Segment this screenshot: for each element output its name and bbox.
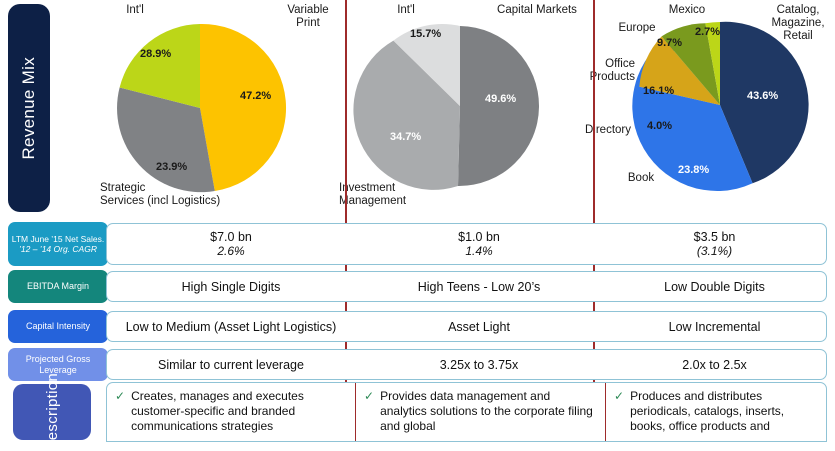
check-icon: ✓ <box>115 389 126 403</box>
description-text: Produces and distributes periodicals, ca… <box>630 389 785 433</box>
pie-value-book: 23.8% <box>678 164 710 176</box>
pie-label-mexico: Mexico <box>668 4 706 16</box>
cell-leverage-variable-print: Similar to current leverage <box>158 357 304 372</box>
cell-ebitda-print-services: Low Double Digits <box>664 279 765 294</box>
row-ebitda-margin: EBITDA Margin High Single Digits High Te… <box>8 270 827 303</box>
description-text: Provides data management and analytics s… <box>380 389 593 433</box>
cell-ebitda-financial-services: High Teens - Low 20’s <box>417 279 541 294</box>
pie-value-investment-management: 34.7% <box>390 131 422 143</box>
cell-leverage-print-services: 2.0x to 2.5x <box>682 357 747 372</box>
row-tag-capital-intensity: Capital Intensity <box>8 310 108 343</box>
check-icon: ✓ <box>614 389 625 403</box>
pie-value-catalog: 43.6% <box>747 90 779 102</box>
pie-value-office-products: 16.1% <box>643 85 675 97</box>
row-box-ebitda-margin: High Single Digits High Teens - Low 20’s… <box>106 271 827 302</box>
pie-label-office-products: Office Products <box>589 58 635 83</box>
pie-value-variable-print: 47.2% <box>240 90 272 102</box>
cell-leverage-financial-services: 3.25x to 3.75x <box>439 357 519 372</box>
pie-chart-middle <box>353 23 540 190</box>
pie-value-europe: 9.7% <box>657 37 683 49</box>
row-box-capital-intensity: Low to Medium (Asset Light Logistics) As… <box>106 311 827 342</box>
cell-ebitda-variable-print: High Single Digits <box>181 279 281 294</box>
row-box-description: ✓ Creates, manages and executes customer… <box>106 382 827 442</box>
pie-label-catalog-magazine-retail: Catalog, Magazine, Retail <box>771 4 825 42</box>
cell-value-primary: $7.0 bn <box>210 230 252 244</box>
column-divider-1 <box>345 0 347 438</box>
revenue-mix-banner: Revenue Mix <box>8 4 50 212</box>
cell-sales-financial-services: $1.0 bn 1.4% <box>355 224 603 264</box>
pie-label-book: Book <box>627 172 655 184</box>
cell-description-financial-services: ✓ Provides data management and analytics… <box>355 383 605 441</box>
row-capital-intensity: Capital Intensity Low to Medium (Asset L… <box>8 310 827 343</box>
check-icon: ✓ <box>364 389 375 403</box>
row-box-ltm-net-sales: $7.0 bn 2.6% $1.0 bn 1.4% $3.5 bn (3.1%) <box>106 223 827 265</box>
pie-value-intl-middle: 15.7% <box>410 28 442 40</box>
row-tag-line2: ’12 – ’14 Org. CAGR <box>19 244 97 254</box>
description-text: Creates, manages and executes customer-s… <box>131 389 304 433</box>
pie-value-directory: 4.0% <box>647 120 673 132</box>
row-tag-line1: LTM June ’15 Net Sales. <box>11 233 105 244</box>
pie-chart-left <box>117 23 287 193</box>
row-tag-line1: Projected Gross <box>25 354 91 364</box>
cell-value-secondary: 1.4% <box>465 244 493 258</box>
row-tag-ebitda-margin: EBITDA Margin <box>8 270 108 303</box>
description-banner: Description <box>13 373 91 451</box>
pie-value-intl-left: 28.9% <box>140 48 172 60</box>
cell-value-secondary: 2.6% <box>217 244 245 258</box>
cell-value-primary: $3.5 bn <box>693 230 736 244</box>
pie-label-variable-print: Variable Print <box>287 4 329 29</box>
pie-value-capital-markets: 49.6% <box>485 93 517 105</box>
row-ltm-net-sales: LTM June ’15 Net Sales. ’12 – ’14 Org. C… <box>8 222 827 266</box>
row-description: ✓ Creates, manages and executes customer… <box>8 382 827 442</box>
pie-chart-right <box>632 21 809 192</box>
revenue-mix-banner-label: Revenue Mix <box>19 56 38 160</box>
pie-label-investment-management: Investment Management <box>339 182 407 207</box>
cell-description-print-services: ✓ Produces and distributes periodicals, … <box>605 383 826 441</box>
row-box-projected-gross-leverage: Similar to current leverage 3.25x to 3.7… <box>106 349 827 380</box>
row-projected-gross-leverage: Projected Gross Leverage Similar to curr… <box>8 348 827 381</box>
slide-root: Int'l Variable Print Strategic Services … <box>8 0 835 451</box>
cell-capital-variable-print: Low to Medium (Asset Light Logistics) <box>125 319 337 334</box>
pie-value-mexico: 2.7% <box>695 26 721 38</box>
pie-label-intl-middle: Int'l <box>397 4 415 16</box>
revenue-mix-chart-financial-services: Int'l Capital Markets Investment Managem… <box>339 0 592 216</box>
row-tag-line2: Leverage <box>39 364 77 375</box>
pie-label-directory: Directory <box>584 124 631 136</box>
pie-label-capital-markets: Capital Markets <box>497 4 577 16</box>
cell-sales-variable-print: $7.0 bn 2.6% <box>107 224 355 264</box>
revenue-mix-chart-print-services: Mexico Europe Catalog, Magazine, Retail … <box>585 0 835 216</box>
row-tag-ltm-net-sales: LTM June ’15 Net Sales. ’12 – ’14 Org. C… <box>8 222 108 266</box>
revenue-mix-chart-variable-print: Int'l Variable Print Strategic Services … <box>52 0 344 216</box>
cell-capital-financial-services: Asset Light <box>448 319 510 334</box>
pie-value-strategic-services: 23.9% <box>156 161 188 173</box>
pie-label-strategic-services: Strategic Services (incl Logistics) <box>100 182 221 207</box>
description-banner-label: Description <box>43 372 61 451</box>
cell-capital-print-services: Low Incremental <box>668 319 761 334</box>
cell-description-variable-print: ✓ Creates, manages and executes customer… <box>107 383 355 441</box>
cell-value-primary: $1.0 bn <box>458 230 500 244</box>
pie-label-europe: Europe <box>618 22 656 34</box>
cell-value-secondary: (3.1%) <box>696 244 733 258</box>
pie-label-intl-left: Int'l <box>126 4 144 16</box>
column-divider-2 <box>593 0 595 438</box>
row-tag-projected-gross-leverage: Projected Gross Leverage <box>8 348 108 381</box>
cell-sales-print-services: $3.5 bn (3.1%) <box>603 224 826 264</box>
